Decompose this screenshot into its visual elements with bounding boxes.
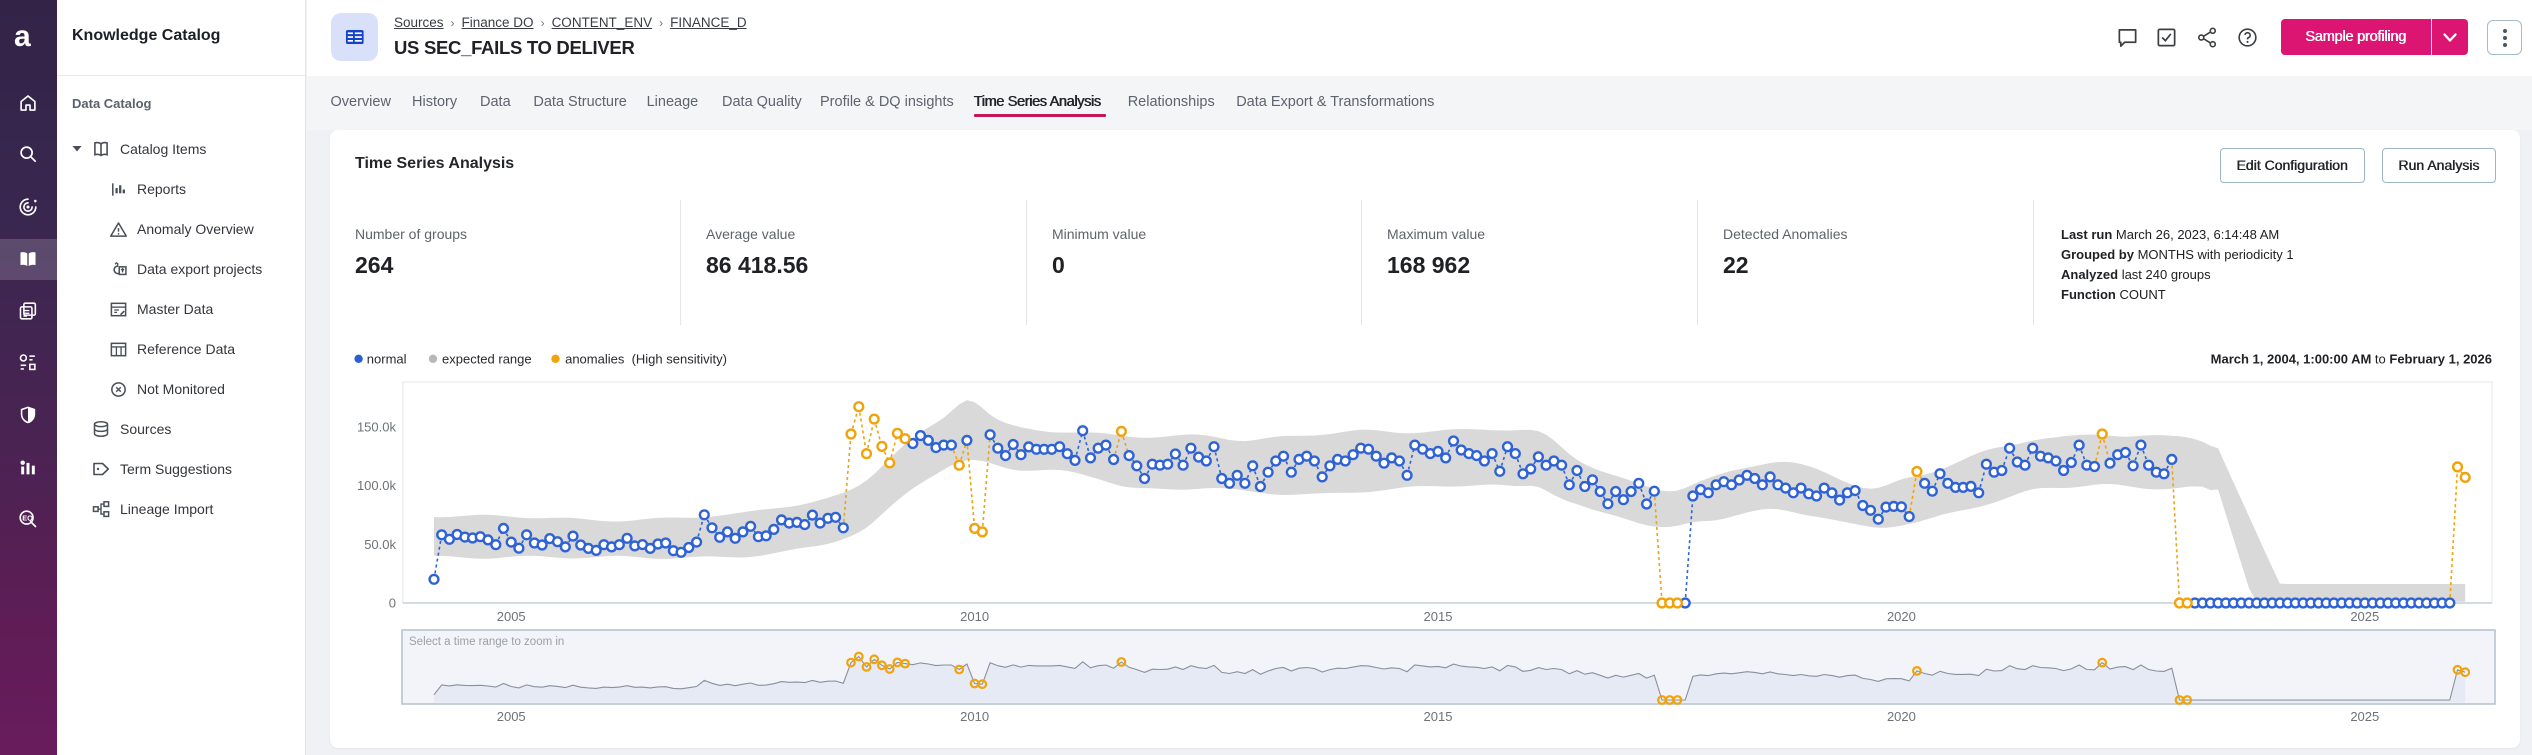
svg-text:March 1, 2004, 1:00:00 AM to F: March 1, 2004, 1:00:00 AM to February 1,… bbox=[2211, 351, 2492, 366]
svg-text:0: 0 bbox=[389, 596, 396, 611]
svg-text:2020: 2020 bbox=[1887, 609, 1916, 624]
svg-text:2005: 2005 bbox=[497, 609, 526, 624]
svg-text:2010: 2010 bbox=[960, 709, 989, 724]
svg-text:2010: 2010 bbox=[960, 609, 989, 624]
svg-text:2005: 2005 bbox=[497, 709, 526, 724]
svg-text:2015: 2015 bbox=[1424, 709, 1453, 724]
svg-text:50.0k: 50.0k bbox=[364, 537, 396, 552]
svg-text:100.0k: 100.0k bbox=[357, 478, 397, 493]
svg-text:EQ: EQ bbox=[22, 513, 33, 522]
svg-text:expected range: expected range bbox=[442, 351, 532, 366]
svg-text:2015: 2015 bbox=[1424, 609, 1453, 624]
svg-text:Select a time range to zoom in: Select a time range to zoom in bbox=[409, 636, 564, 648]
svg-text:2025: 2025 bbox=[2350, 709, 2379, 724]
svg-text:2025: 2025 bbox=[2350, 609, 2379, 624]
svg-text:150.0k: 150.0k bbox=[357, 420, 397, 435]
svg-text:normal: normal bbox=[367, 351, 407, 366]
svg-text:2020: 2020 bbox=[1887, 709, 1916, 724]
svg-text:anomalies (High sensitivity): anomalies (High sensitivity) bbox=[565, 351, 727, 366]
